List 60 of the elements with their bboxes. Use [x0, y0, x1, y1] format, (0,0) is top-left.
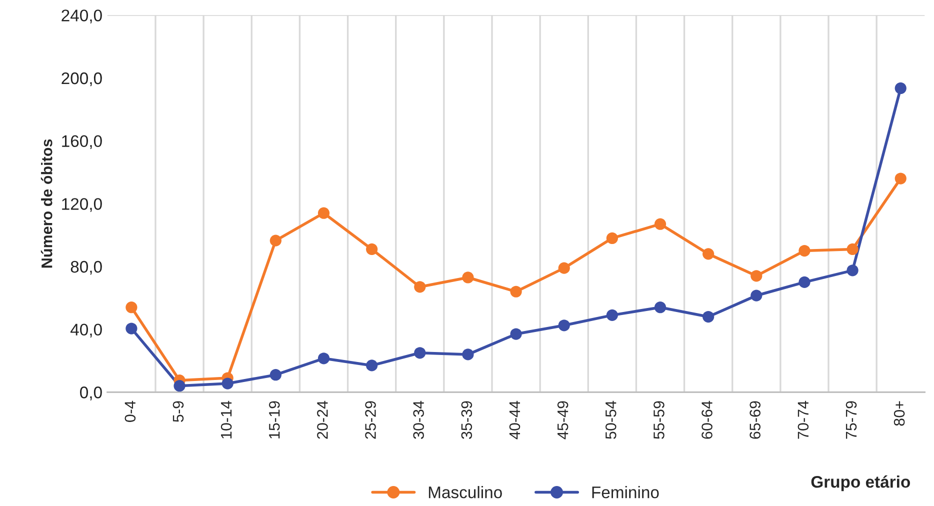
- y-tick-label: 120,0: [62, 198, 102, 212]
- point: [510, 328, 522, 340]
- point: [126, 302, 138, 314]
- x-tick-label: 60-64: [702, 400, 712, 439]
- y-tick-label: 200,0: [62, 72, 102, 86]
- x-tick-label: 5-9: [172, 401, 184, 422]
- point: [846, 243, 858, 256]
- legend-label: Masculino: [428, 486, 502, 498]
- x-tick-label: 30-34: [413, 400, 424, 439]
- y-tick-label: 0,0: [80, 386, 102, 400]
- x-axis-title: Grupo etário: [811, 475, 910, 492]
- x-tick-label: 55-59: [654, 401, 664, 439]
- point: [222, 378, 234, 390]
- point: [846, 264, 858, 276]
- x-tick-label: 25-29: [365, 401, 376, 439]
- point: [318, 352, 330, 364]
- x-tick-label: 0-4: [124, 400, 136, 422]
- y-tick-label: 240,0: [62, 10, 102, 24]
- point: [798, 276, 810, 288]
- x-tick-label: 10-14: [220, 400, 232, 438]
- point: [462, 272, 474, 284]
- x-tick-label: 45-49: [557, 401, 568, 440]
- point: [414, 347, 426, 359]
- point: [414, 281, 426, 293]
- point: [270, 234, 282, 246]
- x-tick-label: 50-54: [605, 400, 616, 439]
- point: [750, 290, 762, 302]
- point: [894, 172, 906, 184]
- point: [558, 262, 570, 274]
- point: [510, 286, 522, 298]
- point: [558, 320, 570, 332]
- point: [702, 310, 714, 323]
- point: [750, 270, 762, 282]
- point: [270, 369, 282, 381]
- point: [366, 360, 378, 372]
- point: [894, 82, 906, 94]
- y-tick-label: 80,0: [70, 260, 102, 275]
- x-tick-label: 70-74: [798, 400, 809, 439]
- point: [606, 309, 618, 321]
- point: [174, 380, 186, 392]
- x-tick-label: 80+: [894, 401, 905, 426]
- point: [462, 348, 474, 360]
- x-tick-label: 20-24: [317, 400, 328, 439]
- x-tick-label: 15-19: [268, 401, 280, 438]
- y-tick-label: 40,0: [70, 324, 102, 338]
- legend-label: Feminino: [592, 486, 659, 498]
- y-axis-title: Número de óbitos: [40, 139, 52, 268]
- x-tick-label: 65-69: [750, 401, 761, 439]
- point: [126, 322, 138, 334]
- point: [654, 218, 666, 230]
- x-tick-label: 35-39: [461, 401, 472, 439]
- point: [318, 207, 330, 219]
- point: [606, 232, 618, 244]
- point: [798, 244, 810, 257]
- x-tick-label: 75-79: [846, 401, 857, 439]
- y-tick-label: 160,0: [62, 135, 102, 150]
- point: [366, 243, 378, 256]
- point: [654, 302, 666, 314]
- x-tick-label: 40-44: [509, 400, 520, 440]
- point: [702, 248, 714, 260]
